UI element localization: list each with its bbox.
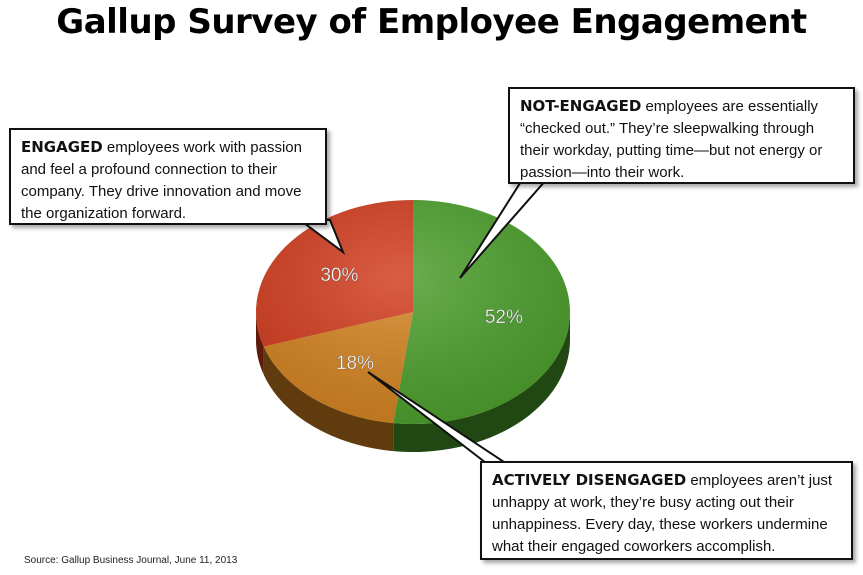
callout-engaged-heading: ENGAGED [21,138,103,156]
chart-title: Gallup Survey of Employee Engagement [56,2,807,42]
pie-side-engaged [256,312,264,375]
pie-labels: 52% 18% 30% [320,265,523,375]
pie-label-engaged: 30% [320,265,358,286]
pie-side-actively-disengaged [263,346,394,452]
callout-pointers [296,179,549,467]
pie-label-actively-disengaged: 18% [336,353,374,374]
source-note: Source: Gallup Business Journal, June 11… [24,555,238,566]
pie-side-not-engaged [393,312,570,452]
callout-not-engaged-heading: NOT-ENGAGED [520,97,642,115]
pie-gloss [256,200,570,424]
pie-label-not-engaged: 52% [485,307,523,328]
callout-actively-disengaged-text: employees aren’t just unhappy at work, t… [492,472,833,555]
callout-actively-disengaged: ACTIVELY DISENGAGED employees aren’t jus… [480,461,853,560]
callout-not-engaged-text: employees are essentially “checked out.”… [520,98,823,181]
callout-not-engaged: NOT-ENGAGED employees are essentially “c… [508,87,855,184]
callout-engaged-text: employees work with passion and feel a p… [21,139,302,222]
callout-engaged: ENGAGED employees work with passion and … [9,128,327,225]
callout-actively-disengaged-heading: ACTIVELY DISENGAGED [492,471,687,489]
